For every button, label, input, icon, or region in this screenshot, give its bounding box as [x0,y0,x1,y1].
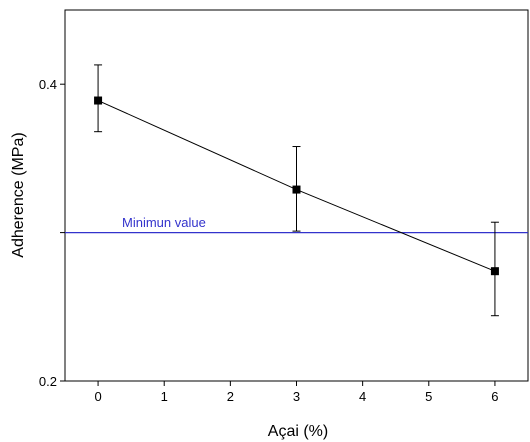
x-tick-label: 4 [359,389,366,404]
x-tick-label: 6 [491,389,498,404]
y-tick-label: 0.4 [39,77,57,92]
x-axis: 0 1 2 3 4 5 6 [94,381,499,404]
x-tick-label: 3 [293,389,300,404]
data-point [94,96,103,105]
data-point [490,267,499,276]
x-tick-label: 1 [161,389,168,404]
y-tick-label: 0.2 [39,374,57,389]
reference-line-label: Minimun value [122,215,206,230]
x-axis-title: Açai (%) [268,423,328,440]
data-point [292,185,301,194]
x-tick-label: 0 [94,389,101,404]
series-group [94,64,499,317]
x-tick-label: 2 [227,389,234,404]
y-axis: 0.2 0.4 [39,77,65,389]
y-axis-title: Adherence (MPa) [10,132,27,257]
x-tick-label: 5 [425,389,432,404]
